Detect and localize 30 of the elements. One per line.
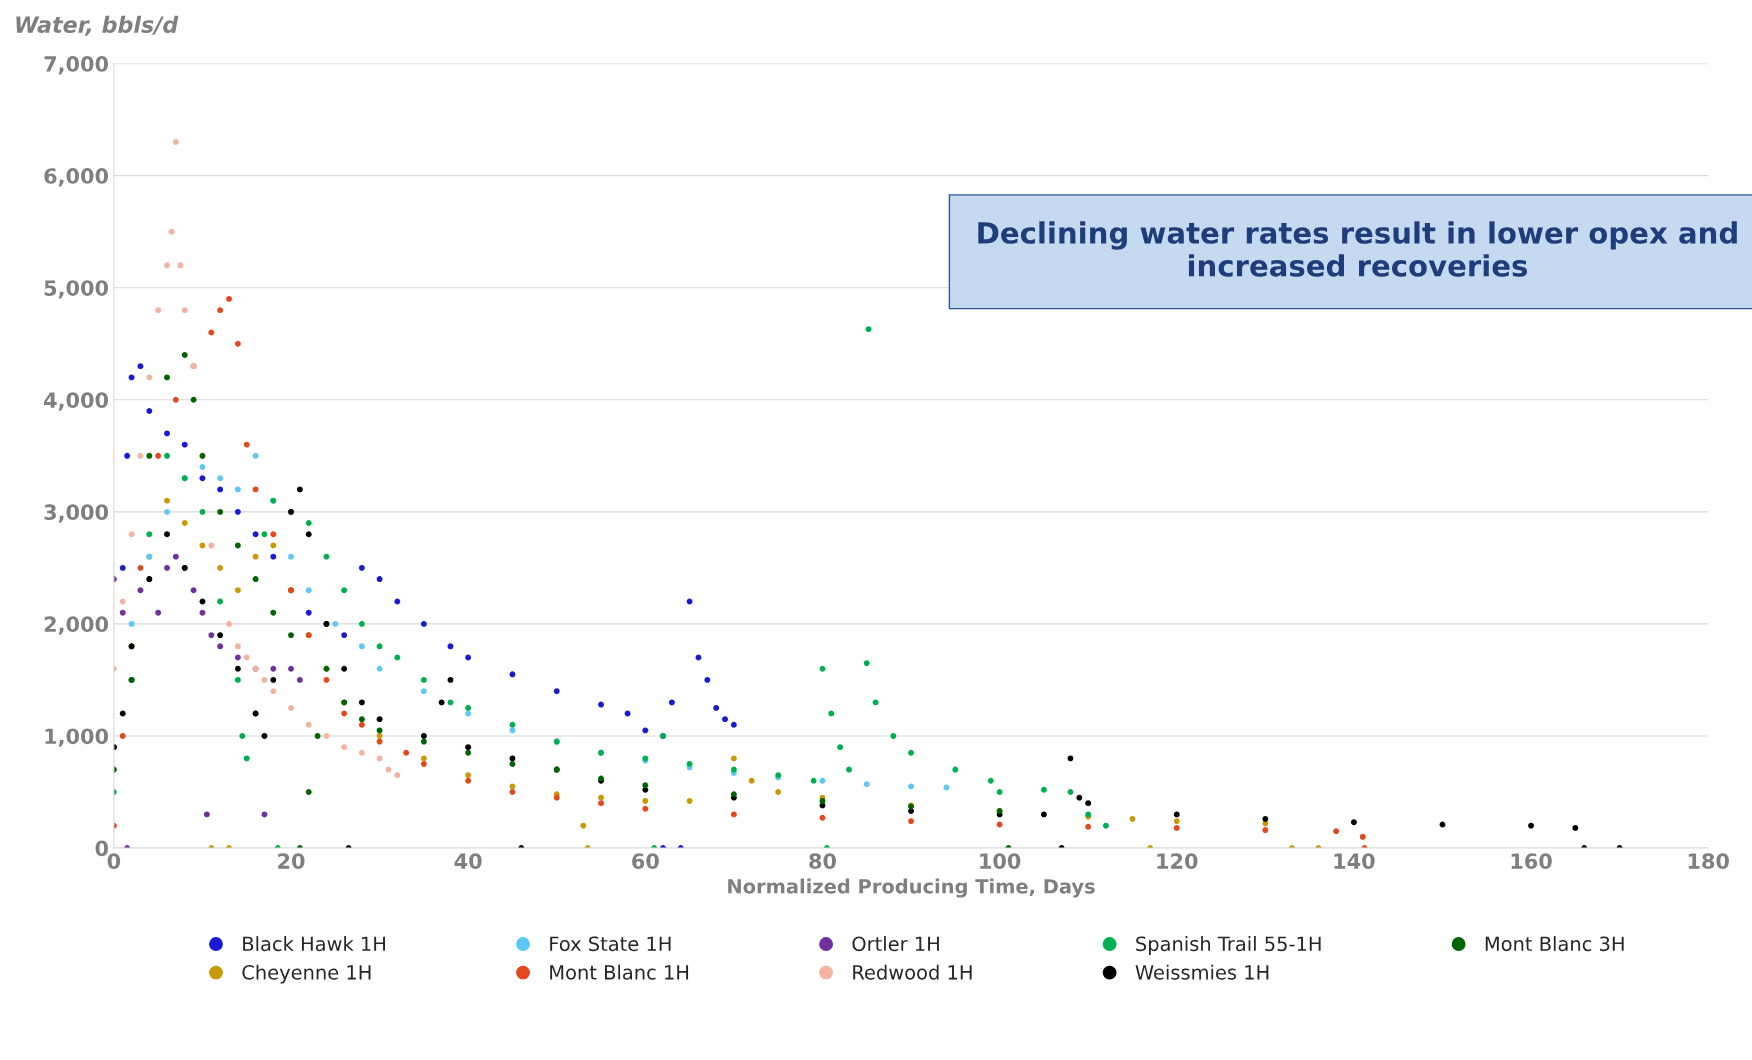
- y-tick-label: 5,000: [44, 280, 109, 299]
- legend-label: Fox State 1H: [550, 936, 671, 952]
- legend-label: Weissmies 1H: [1135, 964, 1269, 980]
- legend-label: Black Hawk 1H: [243, 936, 386, 952]
- legend-label: Spanish Trail 55-1H: [1136, 936, 1321, 955]
- legend-label: Ortler 1H: [852, 936, 939, 952]
- y-tick-label: 2,000: [44, 616, 109, 635]
- y-tick-label: 3,000: [44, 504, 109, 523]
- x-tick-label: 120: [1157, 853, 1198, 869]
- x-tick-label: 40: [454, 853, 482, 869]
- x-tick-label: 100: [980, 853, 1021, 869]
- legend-label: Mont Blanc 3H: [1485, 936, 1624, 952]
- annotation: Declining water rates result in lower opex and increased recoveries: [978, 221, 1737, 277]
- legend-label: Cheyenne 1H: [242, 964, 371, 984]
- x-axis-title: Normalized Producing Time, Days: [728, 878, 1095, 898]
- x-tick-label: 60: [632, 853, 659, 869]
- y-tick-label: 0: [95, 840, 109, 857]
- y-axis-title: Water, bbls/d: [16, 15, 179, 36]
- y-tick-label: 6,000: [44, 168, 109, 187]
- y-tick-label: 1,000: [45, 728, 109, 747]
- x-tick-label: 20: [278, 853, 305, 869]
- x-tick-label: 0: [107, 853, 121, 869]
- legend-label: Mont Blanc 1H: [550, 964, 689, 980]
- x-tick-label: 80: [809, 853, 836, 869]
- x-tick-label: 140: [1334, 853, 1375, 869]
- legend-label: Redwood 1H: [853, 964, 972, 980]
- y-tick-label: 4,000: [44, 392, 109, 411]
- x-tick-label: 160: [1511, 853, 1552, 869]
- x-tick-label: 180: [1688, 853, 1729, 869]
- y-tick-label: 7,000: [44, 56, 109, 75]
